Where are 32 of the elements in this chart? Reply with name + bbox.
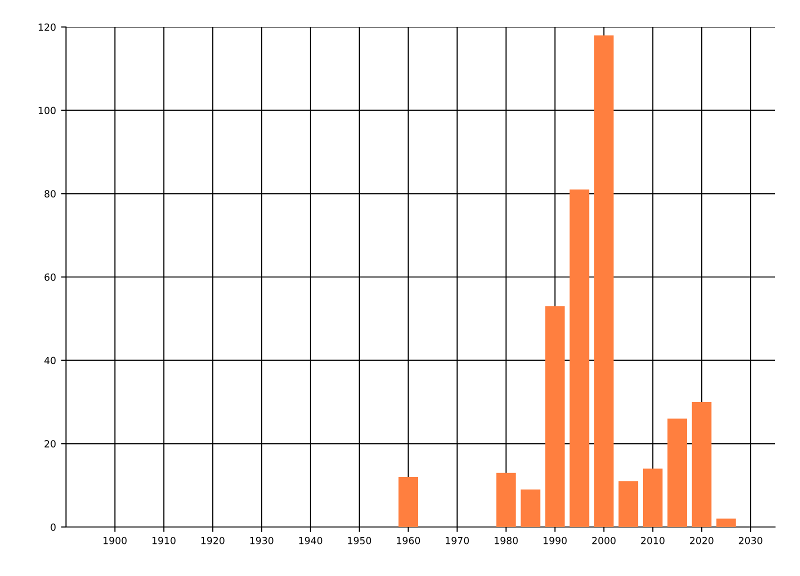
- y-tick-label: 0: [50, 523, 56, 531]
- x-tick-label: 2010: [641, 536, 664, 544]
- x-tick-label: 1980: [494, 536, 518, 544]
- bar: [692, 402, 712, 527]
- bar: [667, 418, 687, 527]
- bar: [570, 190, 590, 527]
- x-tick-label: 1960: [396, 536, 420, 544]
- y-tick-label: 120: [38, 23, 56, 31]
- y-tick-label: 100: [38, 106, 56, 114]
- x-tick-label: 1970: [446, 536, 469, 544]
- x-tick-label: 2000: [592, 536, 616, 544]
- bar: [594, 35, 614, 527]
- y-tick-label: 40: [44, 356, 56, 364]
- x-tick-label: 1930: [250, 536, 274, 544]
- bar: [618, 481, 638, 527]
- bar: [545, 306, 565, 527]
- y-tick-label: 60: [44, 273, 56, 281]
- x-tick-label: 1900: [104, 536, 127, 544]
- x-tick-label: 1910: [152, 536, 176, 544]
- bar: [642, 468, 663, 527]
- x-tick-label: 1990: [544, 536, 567, 544]
- bar: [496, 472, 516, 527]
- bar: [716, 518, 736, 527]
- y-tick-label: 20: [44, 440, 56, 448]
- x-tick-label: 1950: [348, 536, 372, 544]
- bar: [398, 477, 418, 527]
- bar: [520, 490, 540, 527]
- x-tick-label: 1940: [299, 536, 322, 544]
- x-tick-label: 2030: [738, 536, 762, 544]
- x-tick-label: 1920: [201, 536, 224, 544]
- y-tick-label: 80: [44, 190, 56, 198]
- x-tick-label: 2020: [690, 536, 714, 544]
